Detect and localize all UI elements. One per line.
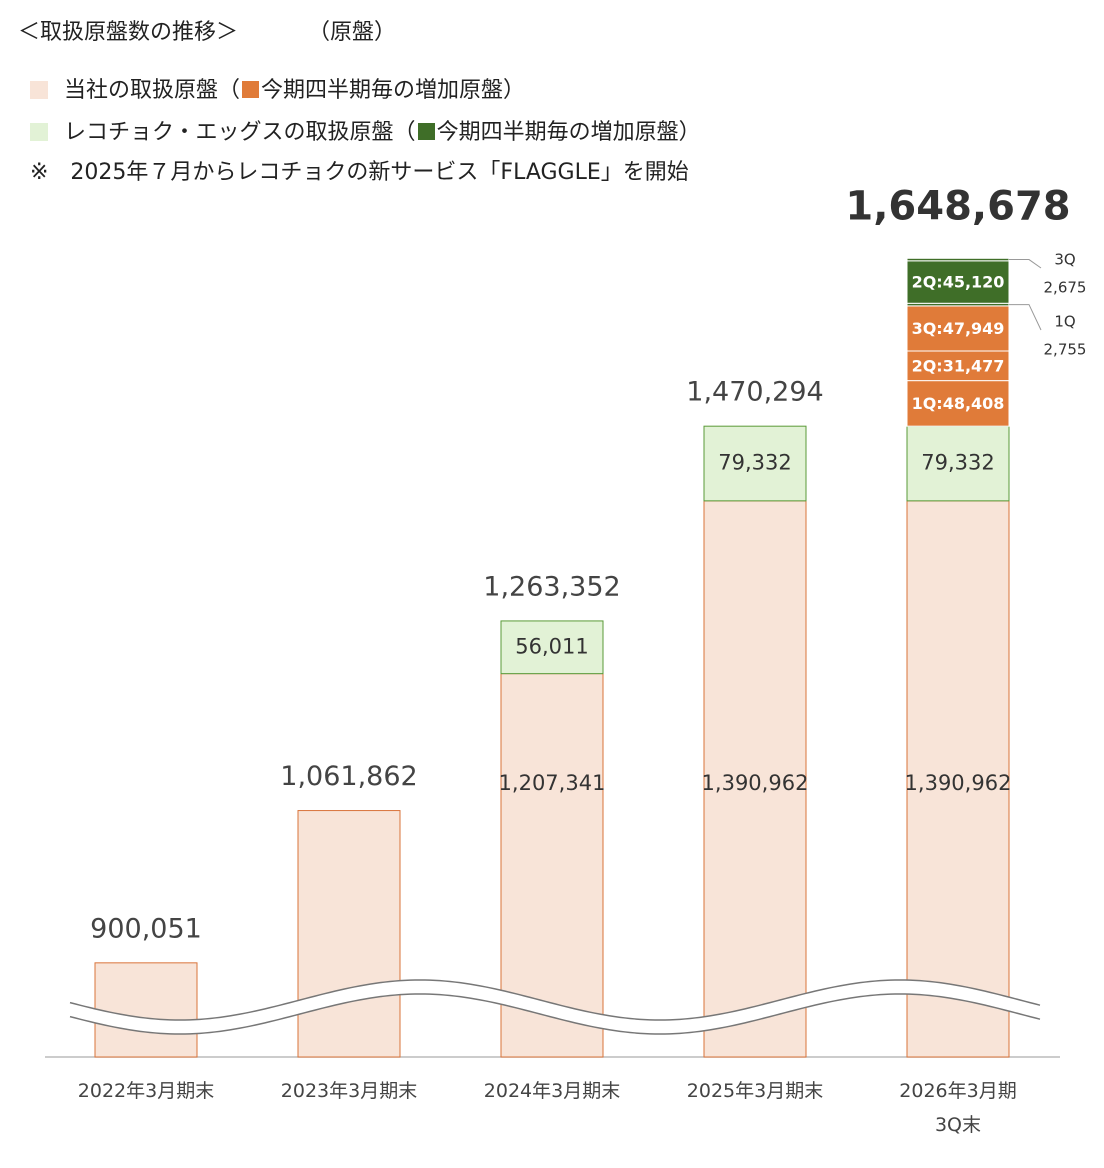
segment-label: 79,332: [718, 451, 791, 475]
quarter-label: 1Q:48,408: [912, 394, 1005, 413]
axis-break-line: [69, 979, 1041, 1021]
axis-break-line: [69, 993, 1041, 1035]
legend-text: レコチョク・エッグスの取扱原盤（: [64, 120, 416, 145]
x-tick-label: 2025年3月期末: [686, 1080, 824, 1102]
quarter-segment: [906, 257, 1010, 262]
callout-name: 1Q: [1054, 313, 1075, 331]
callout-value: 2,675: [1044, 279, 1087, 297]
legend-text: 今期四半期毎の増加原盤）: [436, 120, 701, 145]
quarter-segment: [906, 380, 1010, 427]
segment-label: 56,011: [515, 634, 588, 658]
bar-segment: [500, 673, 604, 1058]
total-label: 1,263,352: [483, 571, 620, 602]
segment-label: 79,332: [921, 451, 994, 475]
x-tick-label: 2026年3月期 3Q末: [899, 1080, 1017, 1136]
bar-segment: [906, 425, 1010, 502]
total-label: 1,061,862: [280, 761, 417, 792]
segment-label: 1,390,962: [702, 771, 809, 795]
note: ※ 2025年７月からレコチョクの新サービス「FLAGGLE」を開始: [30, 160, 689, 185]
bar-segment: [703, 425, 807, 502]
legend-sub-swatch: [417, 123, 435, 140]
legend-sub-swatch: [242, 81, 260, 98]
unit-label: （原盤）: [308, 20, 397, 45]
legend-item: レコチョク・エッグスの取扱原盤（ 今期四半期毎の増加原盤）: [30, 114, 701, 146]
legend-item: 当社の取扱原盤（ 今期四半期毎の増加原盤）: [30, 72, 525, 104]
legend-swatch: [30, 123, 48, 141]
legend-text: 当社の取扱原盤（: [64, 78, 241, 103]
bar-segment: [297, 810, 401, 1058]
segment-label: 1,207,341: [499, 771, 606, 795]
total-label: 1,470,294: [686, 377, 823, 408]
quarter-label: 2Q:31,477: [912, 356, 1005, 375]
quarter-segment: [906, 350, 1010, 382]
callout-value: 2,755: [1044, 341, 1087, 359]
chart-title: ＜取扱原盤数の推移＞: [18, 20, 239, 45]
segment-label: 1,390,962: [905, 771, 1012, 795]
axis-break-band: [70, 980, 1040, 1034]
x-tick-label: 2024年3月期末: [483, 1080, 621, 1102]
callout-name: 3Q: [1054, 251, 1075, 269]
legend-text: 今期四半期毎の増加原盤）: [261, 78, 526, 103]
callout-line: [1009, 259, 1042, 269]
quarter-label: 3Q:47,949: [912, 319, 1005, 338]
quarter-segment: [906, 305, 1010, 352]
bar-segment: [94, 962, 198, 1058]
total-label: 1,648,678: [845, 183, 1070, 229]
x-tick-label: 2023年3月期末: [280, 1080, 418, 1102]
bar-segment: [703, 500, 807, 1058]
legend-swatch: [30, 81, 48, 99]
x-tick-label: 2022年3月期末: [77, 1080, 215, 1102]
bar-segment: [500, 620, 604, 675]
callout-line: [1009, 304, 1042, 331]
quarter-label: 2Q:45,120: [912, 273, 1005, 292]
total-label: 900,051: [90, 913, 202, 944]
bar-segment: [906, 500, 1010, 1058]
